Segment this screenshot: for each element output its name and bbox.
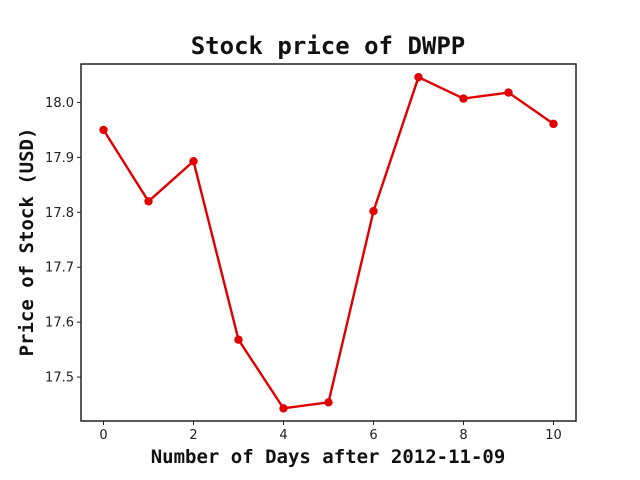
data-point: [369, 206, 378, 216]
y-tick-label: 17.6: [45, 316, 74, 331]
y-tick-label: 17.8: [45, 206, 74, 221]
data-point: [99, 125, 108, 135]
data-point: [234, 335, 243, 344]
x-axis-ticks: 0 2 4 6 8 10: [99, 421, 562, 443]
data-point: [414, 72, 423, 82]
y-tick-label: 17.7: [45, 261, 74, 276]
data-point: [324, 398, 333, 407]
plot-frame: [80, 63, 577, 422]
data-point: [549, 119, 558, 129]
data-point: [279, 404, 288, 413]
x-tick-label: 2: [189, 428, 197, 443]
y-axis-ticks: 17.5 17.6 17.7 17.8 17.9 18.0: [45, 96, 81, 386]
data-point: [504, 88, 513, 97]
series-line: [102, 75, 555, 410]
y-tick-label: 18.0: [45, 96, 74, 111]
data-point: [189, 157, 198, 166]
y-tick-label: 17.5: [45, 371, 74, 386]
x-tick-label: 6: [369, 428, 377, 443]
x-tick-label: 0: [99, 428, 107, 443]
y-axis-label: Price of Stock (USD): [16, 128, 38, 357]
x-tick-label: 8: [459, 428, 467, 443]
data-point: [144, 197, 153, 206]
series-points: [99, 72, 558, 413]
x-axis-label: Number of Days after 2012-11-09: [151, 446, 506, 468]
x-tick-label: 10: [545, 428, 562, 443]
x-tick-label: 4: [279, 428, 287, 443]
chart-title: Stock price of DWPP: [191, 32, 466, 60]
data-point: [459, 94, 468, 103]
y-tick-label: 17.9: [45, 151, 74, 166]
